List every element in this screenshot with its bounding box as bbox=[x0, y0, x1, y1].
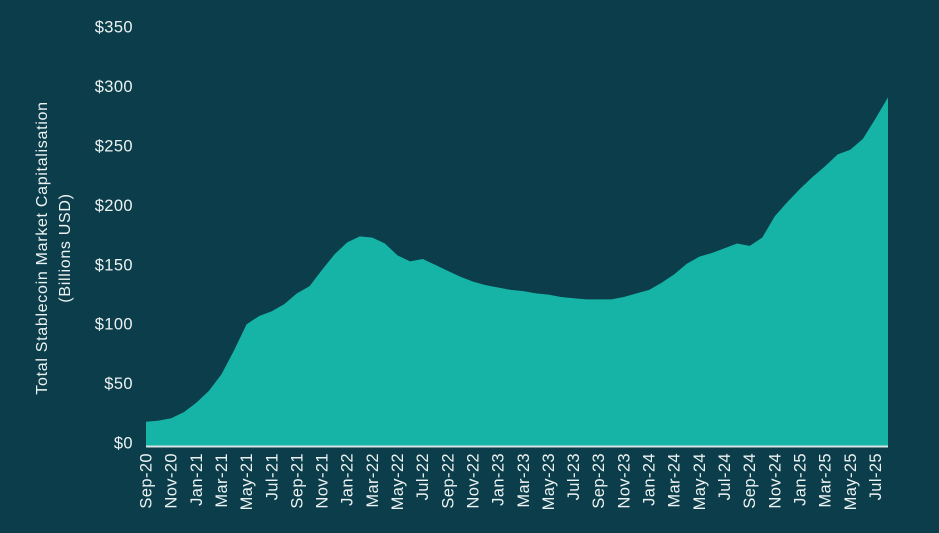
x-tick-label: Sep-21 bbox=[288, 453, 306, 509]
x-tick-label: Jan-25 bbox=[792, 453, 810, 506]
y-axis-title-line-2: (Billions USD) bbox=[57, 193, 74, 302]
x-tick-label: Nov-21 bbox=[314, 453, 332, 509]
x-tick-label: Jul-23 bbox=[565, 453, 583, 500]
x-tick-label: Sep-23 bbox=[590, 453, 608, 509]
x-tick-label: Jan-24 bbox=[641, 453, 659, 506]
x-tick-label: Jul-24 bbox=[716, 453, 734, 500]
y-tick-label: $150 bbox=[95, 256, 133, 274]
x-tick-label: Jan-23 bbox=[490, 453, 508, 506]
x-tick-label: Jan-21 bbox=[188, 453, 206, 506]
y-tick-label: $200 bbox=[95, 197, 133, 215]
x-tick-label: Mar-22 bbox=[364, 453, 382, 508]
y-axis-tick-labels: $0 $50 $100 $150 $200 $250 $300 $350 bbox=[95, 19, 133, 453]
y-tick-label: $100 bbox=[95, 316, 133, 334]
market-cap-area-series bbox=[146, 97, 888, 446]
x-tick-label: Nov-24 bbox=[766, 453, 784, 509]
x-tick-label: Mar-24 bbox=[666, 453, 684, 508]
x-axis-tick-labels: Sep-20 Nov-20 Jan-21 Mar-21 May-21 Jul-21 Sep-… bbox=[138, 453, 885, 510]
y-tick-label: $250 bbox=[95, 138, 133, 156]
x-tick-label: Sep-22 bbox=[439, 453, 457, 509]
y-tick-label: $300 bbox=[95, 78, 133, 96]
y-tick-label: $50 bbox=[104, 375, 133, 393]
y-tick-label: $350 bbox=[95, 19, 133, 37]
x-tick-label: Nov-23 bbox=[615, 453, 633, 509]
x-tick-label: Jul-21 bbox=[263, 453, 281, 500]
x-tick-label: Nov-22 bbox=[465, 453, 483, 509]
x-tick-label: May-25 bbox=[842, 453, 860, 510]
x-tick-label: Mar-25 bbox=[817, 453, 835, 508]
x-tick-label: May-21 bbox=[238, 453, 256, 510]
x-tick-label: Mar-21 bbox=[213, 453, 231, 508]
x-tick-label: Mar-23 bbox=[515, 453, 533, 508]
y-tick-label: $0 bbox=[114, 435, 133, 453]
x-tick-label: May-22 bbox=[389, 453, 407, 510]
y-axis-title-line-1: Total Stablecoin Market Capitalisation bbox=[34, 101, 51, 394]
x-tick-label: Jul-25 bbox=[867, 453, 885, 500]
x-tick-label: May-23 bbox=[540, 453, 558, 510]
x-tick-label: Sep-24 bbox=[741, 453, 759, 509]
x-tick-label: May-24 bbox=[691, 453, 709, 510]
x-tick-label: Jan-22 bbox=[339, 453, 357, 506]
x-tick-label: Sep-20 bbox=[138, 453, 156, 509]
x-tick-label: Nov-20 bbox=[163, 453, 181, 509]
x-tick-label: Jul-22 bbox=[414, 453, 432, 500]
